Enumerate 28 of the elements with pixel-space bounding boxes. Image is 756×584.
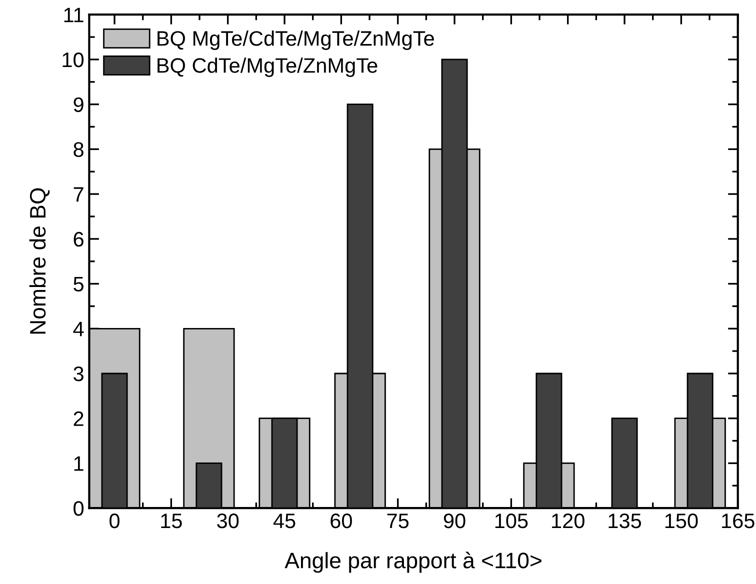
- y-axis-title: Nombre de BQ: [29, 188, 50, 334]
- x-tick-label: 60: [330, 513, 352, 528]
- x-tick-label: 165: [722, 513, 754, 528]
- x-tick-label: 135: [608, 513, 642, 528]
- x-tick-label: 0: [110, 513, 120, 528]
- y-tick-label: 2: [74, 411, 84, 426]
- y-tick-label: 4: [73, 322, 84, 336]
- x-tick-label: 90: [444, 513, 466, 528]
- y-tick-label: 8: [74, 142, 84, 157]
- y-tick-label: 0: [74, 501, 84, 516]
- y-tick-label: 6: [74, 232, 84, 247]
- x-axis-title: Angle par rapport à <110>: [284, 552, 542, 573]
- y-tick-label: 3: [74, 366, 84, 382]
- y-tick-label: 1: [74, 456, 84, 471]
- legend-label: BQ CdTe/MgTe/ZnMgTe: [158, 58, 378, 77]
- x-tick-label: 15: [161, 514, 182, 528]
- x-tick-label: 105: [495, 513, 528, 528]
- y-tick-label: 7: [74, 187, 84, 202]
- y-tick-label: 10: [62, 52, 84, 68]
- x-tick-label: 30: [217, 513, 239, 528]
- y-tick-label: 11: [64, 8, 84, 22]
- x-tick-label: 120: [552, 513, 584, 528]
- y-tick-label: 9: [74, 97, 84, 112]
- x-tick-label: 150: [665, 513, 698, 528]
- x-tick-label: 45: [273, 514, 296, 528]
- legend-label: BQ MgTe/CdTe/MgTe/ZnMgTe: [158, 30, 434, 50]
- x-tick-label: 75: [387, 514, 409, 528]
- y-tick-label: 5: [74, 276, 84, 292]
